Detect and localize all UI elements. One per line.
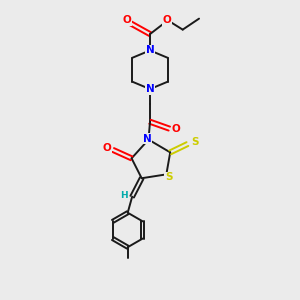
Text: N: N — [146, 84, 154, 94]
Text: H: H — [120, 191, 128, 200]
Text: O: O — [172, 124, 180, 134]
Text: O: O — [163, 15, 171, 25]
Text: S: S — [191, 137, 199, 147]
Text: N: N — [143, 134, 152, 144]
Text: S: S — [165, 172, 172, 182]
Text: O: O — [123, 15, 131, 25]
Text: N: N — [146, 45, 154, 56]
Text: O: O — [102, 143, 111, 153]
